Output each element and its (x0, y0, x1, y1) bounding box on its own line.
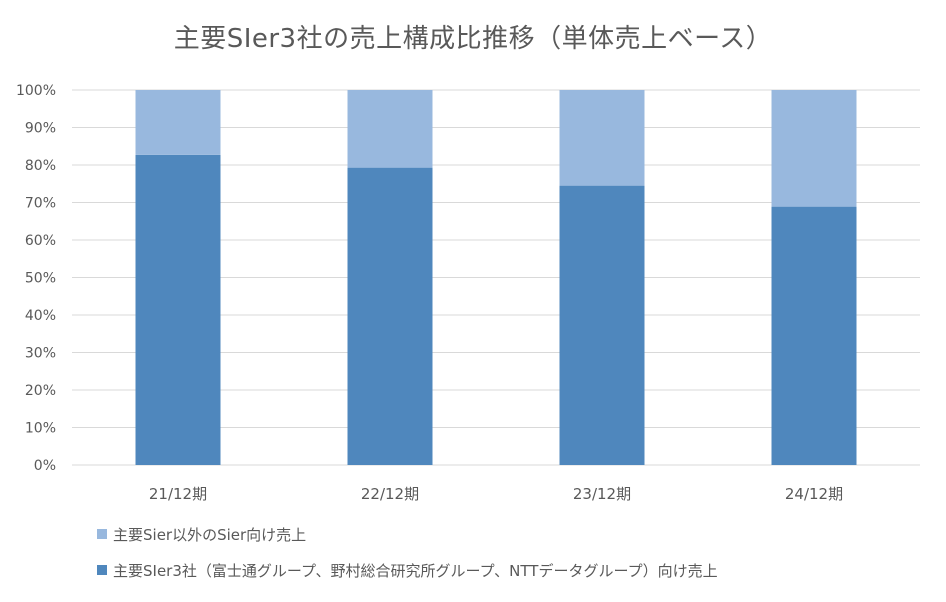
y-tick-label: 10% (25, 421, 56, 437)
x-tick-label: 24/12期 (785, 485, 843, 503)
y-tick-label: 30% (25, 346, 56, 362)
legend-item-major-sier: 主要SIer3社（富士通グループ、野村総合研究所グループ、NTTデータグループ）… (97, 560, 718, 580)
y-tick-label: 40% (25, 308, 56, 324)
bar-other-sier (559, 90, 645, 186)
y-tick-label: 0% (34, 458, 56, 474)
y-tick-label: 90% (25, 121, 56, 137)
x-tick-label: 21/12期 (149, 485, 207, 503)
chart-title: 主要SIer3社の売上構成比推移（単体売上ベース） (173, 24, 773, 54)
y-tick-label: 20% (25, 383, 56, 399)
legend-swatch-other-sier (97, 529, 107, 539)
x-tick-label: 22/12期 (361, 485, 419, 503)
bar-other-sier (771, 90, 857, 207)
legend-label-major-sier: 主要SIer3社（富士通グループ、野村総合研究所グループ、NTTデータグループ）… (113, 561, 718, 580)
legend-item-other-sier: 主要Sier以外のSier向け売上 (97, 524, 718, 544)
legend: 主要Sier以外のSier向け売上 主要SIer3社（富士通グループ、野村総合研… (97, 524, 718, 596)
y-tick-label: 70% (25, 196, 56, 212)
y-tick-label: 50% (25, 271, 56, 287)
legend-swatch-major-sier (97, 565, 107, 575)
bar-other-sier (347, 90, 433, 168)
x-tick-label: 23/12期 (573, 485, 631, 503)
bar-major-sier (135, 154, 221, 465)
bar-major-sier (559, 185, 645, 465)
bar-major-sier (347, 167, 433, 465)
bar-major-sier (771, 206, 857, 465)
bar-other-sier (135, 90, 221, 155)
y-tick-label: 60% (25, 233, 56, 249)
y-tick-label: 80% (25, 158, 56, 174)
legend-label-other-sier: 主要Sier以外のSier向け売上 (113, 525, 307, 544)
y-tick-label: 100% (16, 83, 56, 99)
